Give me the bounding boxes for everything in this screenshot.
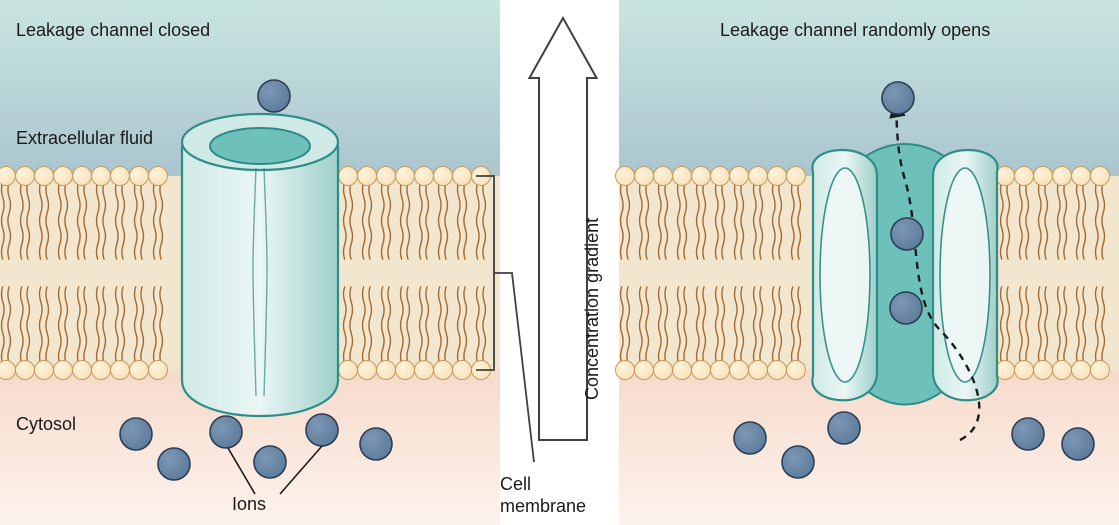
ion — [891, 218, 923, 250]
ion — [890, 292, 922, 324]
label-gradient: Concentration gradient — [582, 218, 602, 400]
ion — [734, 422, 766, 454]
ion — [210, 416, 242, 448]
diagram-root: Leakage channel closed Extracellular flui… — [0, 0, 1119, 525]
ion — [158, 448, 190, 480]
ion — [1012, 418, 1044, 450]
label-cytosol: Cytosol — [16, 414, 76, 434]
ion — [828, 412, 860, 444]
ion — [1062, 428, 1094, 460]
ion — [360, 428, 392, 460]
label-closed-title: Leakage channel closed — [16, 20, 210, 40]
ion — [120, 418, 152, 450]
closed-channel — [182, 114, 338, 416]
ion — [254, 446, 286, 478]
label-ions: Ions — [232, 494, 266, 514]
ion — [258, 80, 290, 112]
ion — [882, 82, 914, 114]
ion — [782, 446, 814, 478]
ion — [306, 414, 338, 446]
label-cell-membrane: Cell — [500, 474, 531, 494]
label-extracellular: Extracellular fluid — [16, 128, 153, 148]
label-open-title: Leakage channel randomly opens — [720, 20, 990, 40]
label-cell-membrane-2: membrane — [500, 496, 586, 516]
open-channel — [812, 144, 997, 405]
